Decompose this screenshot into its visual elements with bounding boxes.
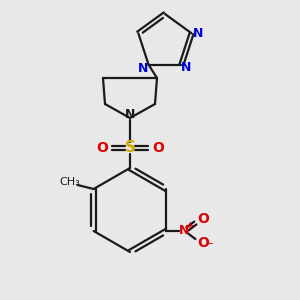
Text: N: N	[192, 27, 203, 40]
Text: O: O	[197, 212, 209, 226]
Text: ⁻: ⁻	[206, 241, 213, 254]
Text: O: O	[152, 141, 164, 155]
Text: S: S	[124, 140, 136, 155]
Text: O: O	[96, 141, 108, 155]
Text: O: O	[197, 236, 209, 250]
Text: N: N	[179, 224, 190, 238]
Text: N: N	[125, 107, 135, 121]
Text: N: N	[138, 62, 149, 75]
Text: +: +	[186, 221, 194, 231]
Text: CH₃: CH₃	[59, 177, 80, 187]
Text: N: N	[181, 61, 192, 74]
